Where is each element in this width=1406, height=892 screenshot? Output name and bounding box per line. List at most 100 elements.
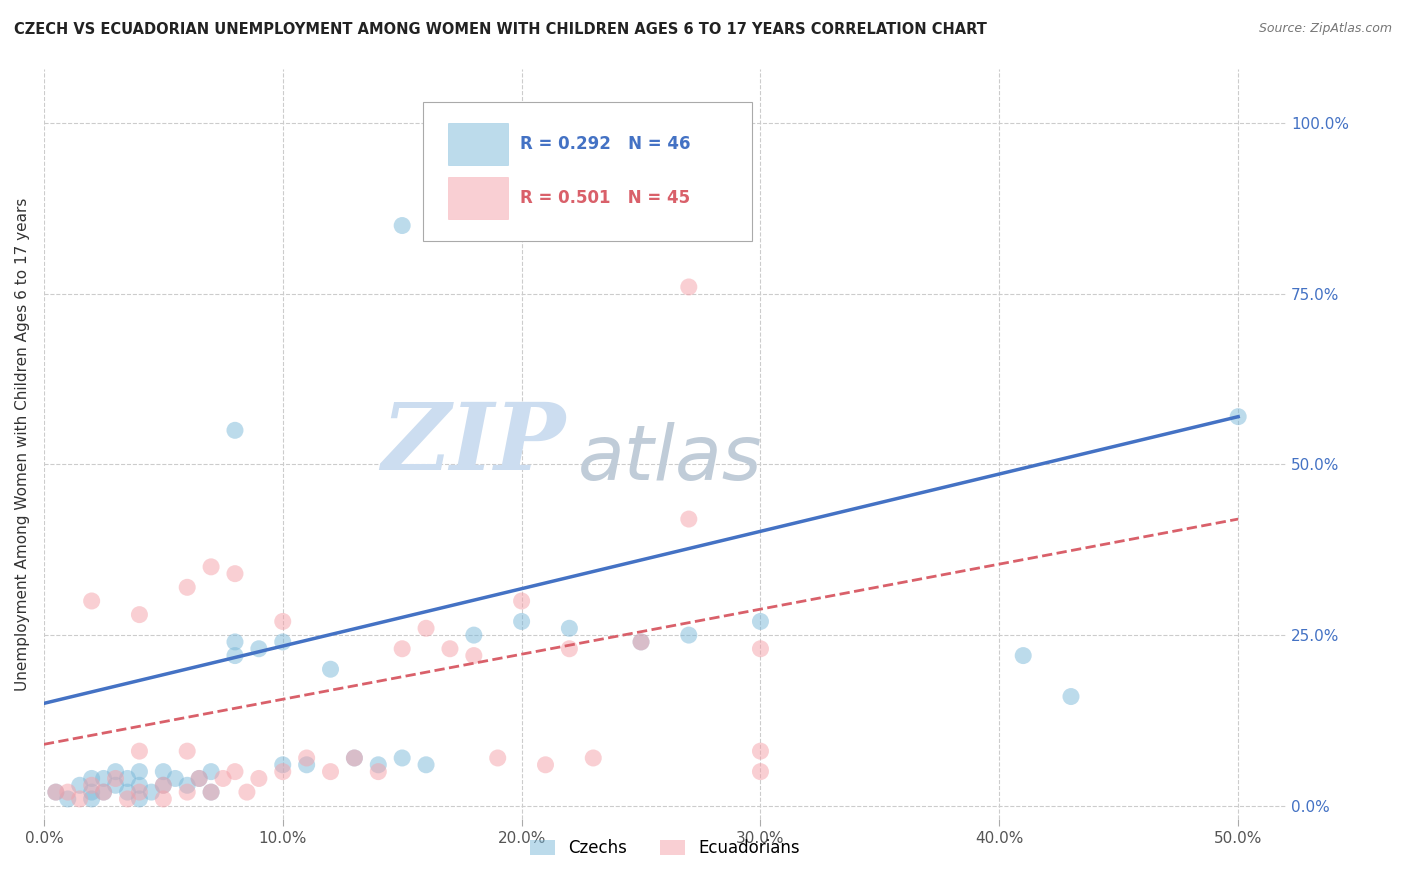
Point <box>176 744 198 758</box>
Point <box>247 772 270 786</box>
Point <box>558 641 581 656</box>
Point <box>582 751 605 765</box>
Point <box>104 778 127 792</box>
Point <box>319 662 342 676</box>
Point <box>295 757 318 772</box>
Point <box>152 778 174 792</box>
Point <box>558 621 581 635</box>
FancyBboxPatch shape <box>447 177 509 219</box>
Point <box>271 615 294 629</box>
Point <box>56 785 79 799</box>
Point <box>152 778 174 792</box>
Point <box>224 635 246 649</box>
Point <box>224 764 246 779</box>
Point <box>749 641 772 656</box>
Point <box>678 116 700 130</box>
Point <box>141 785 163 799</box>
Point <box>152 792 174 806</box>
Text: R = 0.501   N = 45: R = 0.501 N = 45 <box>520 189 690 207</box>
Point <box>271 764 294 779</box>
Point <box>69 792 91 806</box>
FancyBboxPatch shape <box>423 103 752 241</box>
Point <box>1012 648 1035 663</box>
Point <box>117 792 139 806</box>
Point <box>128 764 150 779</box>
Point <box>510 594 533 608</box>
Point <box>486 751 509 765</box>
Point <box>200 764 222 779</box>
Point <box>224 566 246 581</box>
Text: R = 0.292   N = 46: R = 0.292 N = 46 <box>520 136 690 153</box>
Point <box>176 580 198 594</box>
Point <box>510 615 533 629</box>
Point <box>678 280 700 294</box>
Point <box>93 785 115 799</box>
Point <box>128 607 150 622</box>
Point <box>80 772 103 786</box>
Point <box>463 648 485 663</box>
Point <box>93 772 115 786</box>
Point <box>678 628 700 642</box>
Point <box>80 785 103 799</box>
Point <box>80 792 103 806</box>
Point <box>212 772 235 786</box>
Point <box>200 785 222 799</box>
Point <box>165 772 187 786</box>
Point <box>117 785 139 799</box>
Point <box>224 648 246 663</box>
Point <box>104 772 127 786</box>
Point <box>104 764 127 779</box>
Point <box>80 778 103 792</box>
FancyBboxPatch shape <box>447 123 509 165</box>
Point <box>749 615 772 629</box>
Point <box>343 751 366 765</box>
Point <box>367 764 389 779</box>
Point <box>391 219 413 233</box>
Point <box>80 594 103 608</box>
Point <box>749 764 772 779</box>
Point <box>391 751 413 765</box>
Point <box>391 641 413 656</box>
Text: Source: ZipAtlas.com: Source: ZipAtlas.com <box>1258 22 1392 36</box>
Text: ZIP: ZIP <box>381 399 565 489</box>
Point <box>69 778 91 792</box>
Point <box>630 635 652 649</box>
Point <box>343 751 366 765</box>
Point <box>152 764 174 779</box>
Point <box>367 757 389 772</box>
Point <box>128 744 150 758</box>
Y-axis label: Unemployment Among Women with Children Ages 6 to 17 years: Unemployment Among Women with Children A… <box>15 197 30 690</box>
Point <box>415 621 437 635</box>
Point <box>463 628 485 642</box>
Point <box>1060 690 1083 704</box>
Point <box>295 751 318 765</box>
Point <box>319 764 342 779</box>
Point <box>188 772 211 786</box>
Point <box>200 559 222 574</box>
Point <box>128 785 150 799</box>
Point <box>128 778 150 792</box>
Point <box>1227 409 1250 424</box>
Point <box>247 641 270 656</box>
Point <box>56 792 79 806</box>
Point <box>200 785 222 799</box>
Point <box>45 785 67 799</box>
Point <box>128 792 150 806</box>
Point <box>415 757 437 772</box>
Point <box>678 512 700 526</box>
Point <box>271 757 294 772</box>
Point <box>439 641 461 656</box>
Point <box>630 635 652 649</box>
Point <box>93 785 115 799</box>
Point <box>117 772 139 786</box>
Point <box>188 772 211 786</box>
Point <box>224 423 246 437</box>
Point <box>236 785 259 799</box>
Point <box>176 785 198 799</box>
Text: CZECH VS ECUADORIAN UNEMPLOYMENT AMONG WOMEN WITH CHILDREN AGES 6 TO 17 YEARS CO: CZECH VS ECUADORIAN UNEMPLOYMENT AMONG W… <box>14 22 987 37</box>
Point <box>271 635 294 649</box>
Legend: Czechs, Ecuadorians: Czechs, Ecuadorians <box>523 832 807 863</box>
Point <box>749 744 772 758</box>
Point <box>45 785 67 799</box>
Text: atlas: atlas <box>578 422 762 496</box>
